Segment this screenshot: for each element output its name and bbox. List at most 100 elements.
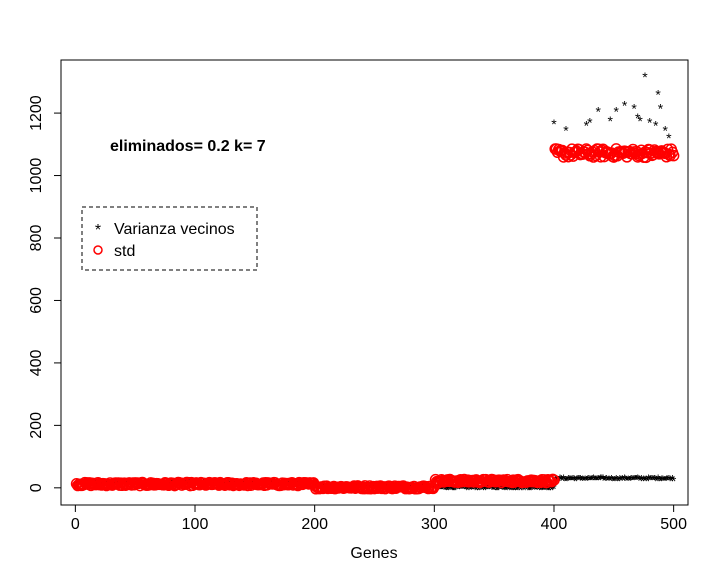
varianza-point: * [633,472,639,488]
varianza-point: * [489,481,495,497]
varianza-point: * [625,472,631,488]
varianza-outlier-point: * [631,100,637,116]
legend-asterisk-icon: * [95,222,101,239]
varianza-point: * [619,471,625,487]
varianza-point: * [651,472,657,488]
varianza-point: * [610,472,616,488]
varianza-point: * [609,471,615,487]
varianza-point: * [524,481,530,497]
varianza-point: * [458,481,464,497]
varianza-outlier-point: * [613,104,619,120]
varianza-outlier-point: * [655,86,661,102]
varianza-point: * [580,472,586,488]
varianza-point: * [602,473,608,489]
varianza-point: * [634,472,640,488]
varianza-point: * [514,482,520,498]
varianza-point: * [604,472,610,488]
varianza-point: * [603,472,609,488]
varianza-point: * [670,471,676,487]
varianza-point: * [581,473,587,489]
varianza-point: * [529,482,535,498]
varianza-point: * [645,473,651,489]
varianza-point: * [622,471,628,487]
varianza-point: * [640,473,646,489]
varianza-point: * [538,482,544,498]
varianza-point: * [630,472,636,488]
varianza-point: * [520,480,526,496]
varianza-outlier-point: * [596,104,602,120]
varianza-point: * [561,471,567,487]
varianza-point: * [535,481,541,497]
varianza-point: * [627,473,633,489]
varianza-outlier-point: * [622,97,628,113]
varianza-point: * [484,481,490,497]
y-tick-label: 800 [28,225,45,252]
varianza-point: * [582,472,588,488]
varianza-point: * [509,481,515,497]
varianza-point: * [502,482,508,498]
varianza-point: * [570,472,576,488]
varianza-point: * [579,472,585,488]
varianza-outlier-point: * [647,114,653,130]
varianza-point: * [576,472,582,488]
varianza-point: * [472,481,478,497]
varianza-point: * [487,480,493,496]
varianza-point: * [467,481,473,497]
varianza-point: * [450,481,456,497]
varianza-point: * [615,473,621,489]
std-point [664,149,676,162]
varianza-point: * [533,482,539,498]
varianza-point: * [596,471,602,487]
varianza-point: * [624,473,630,489]
varianza-point: * [477,482,483,498]
varianza-point: * [452,482,458,498]
varianza-outlier-point: * [658,100,664,116]
varianza-point: * [511,482,517,498]
varianza-point: * [548,480,554,496]
varianza-point: * [445,482,451,498]
varianza-point: * [527,482,533,498]
varianza-point: * [663,472,669,488]
annotation-text: eliminados= 0.2 k= 7 [110,138,266,155]
varianza-point: * [637,472,643,488]
varianza-point: * [606,472,612,488]
varianza-point: * [485,481,491,497]
y-tick-label: 1200 [28,95,45,131]
varianza-point: * [588,472,594,488]
varianza-point: * [585,472,591,488]
y-axis: 0 200 400 600 800 1000 1200 [28,95,62,492]
varianza-point: * [459,481,465,497]
varianza-point: * [483,480,489,496]
varianza-point: * [500,481,506,497]
varianza-point: * [569,472,575,488]
x-tick-label: 300 [421,516,448,533]
varianza-point: * [523,481,529,497]
varianza-point: * [490,481,496,497]
varianza-point: * [671,473,677,489]
varianza-point: * [536,482,542,498]
varianza-point: * [591,471,597,487]
varianza-point: * [494,482,500,498]
x-tick-label: 200 [301,516,328,533]
x-axis-label: Genes [350,545,397,562]
legend-label-varianza: Varianza vecinos [114,221,235,238]
legend-circle-icon [93,245,103,255]
varianza-point: * [531,480,537,496]
varianza-point: * [497,481,503,497]
legend-label-std: std [114,243,135,260]
x-tick-label: 500 [660,516,687,533]
varianza-point: * [526,482,532,498]
varianza-point: * [540,481,546,497]
varianza-point: * [495,482,501,498]
varianza-point: * [660,472,666,488]
varianza-point: * [652,472,658,488]
varianza-point: * [545,482,551,498]
varianza-point: * [518,482,524,498]
varianza-point: * [657,473,663,489]
varianza-outlier-point: * [607,113,613,129]
varianza-point: * [499,480,505,496]
varianza-point: * [567,472,573,488]
std-point [420,480,432,493]
varianza-point: * [448,481,454,497]
varianza-point: * [508,482,514,498]
